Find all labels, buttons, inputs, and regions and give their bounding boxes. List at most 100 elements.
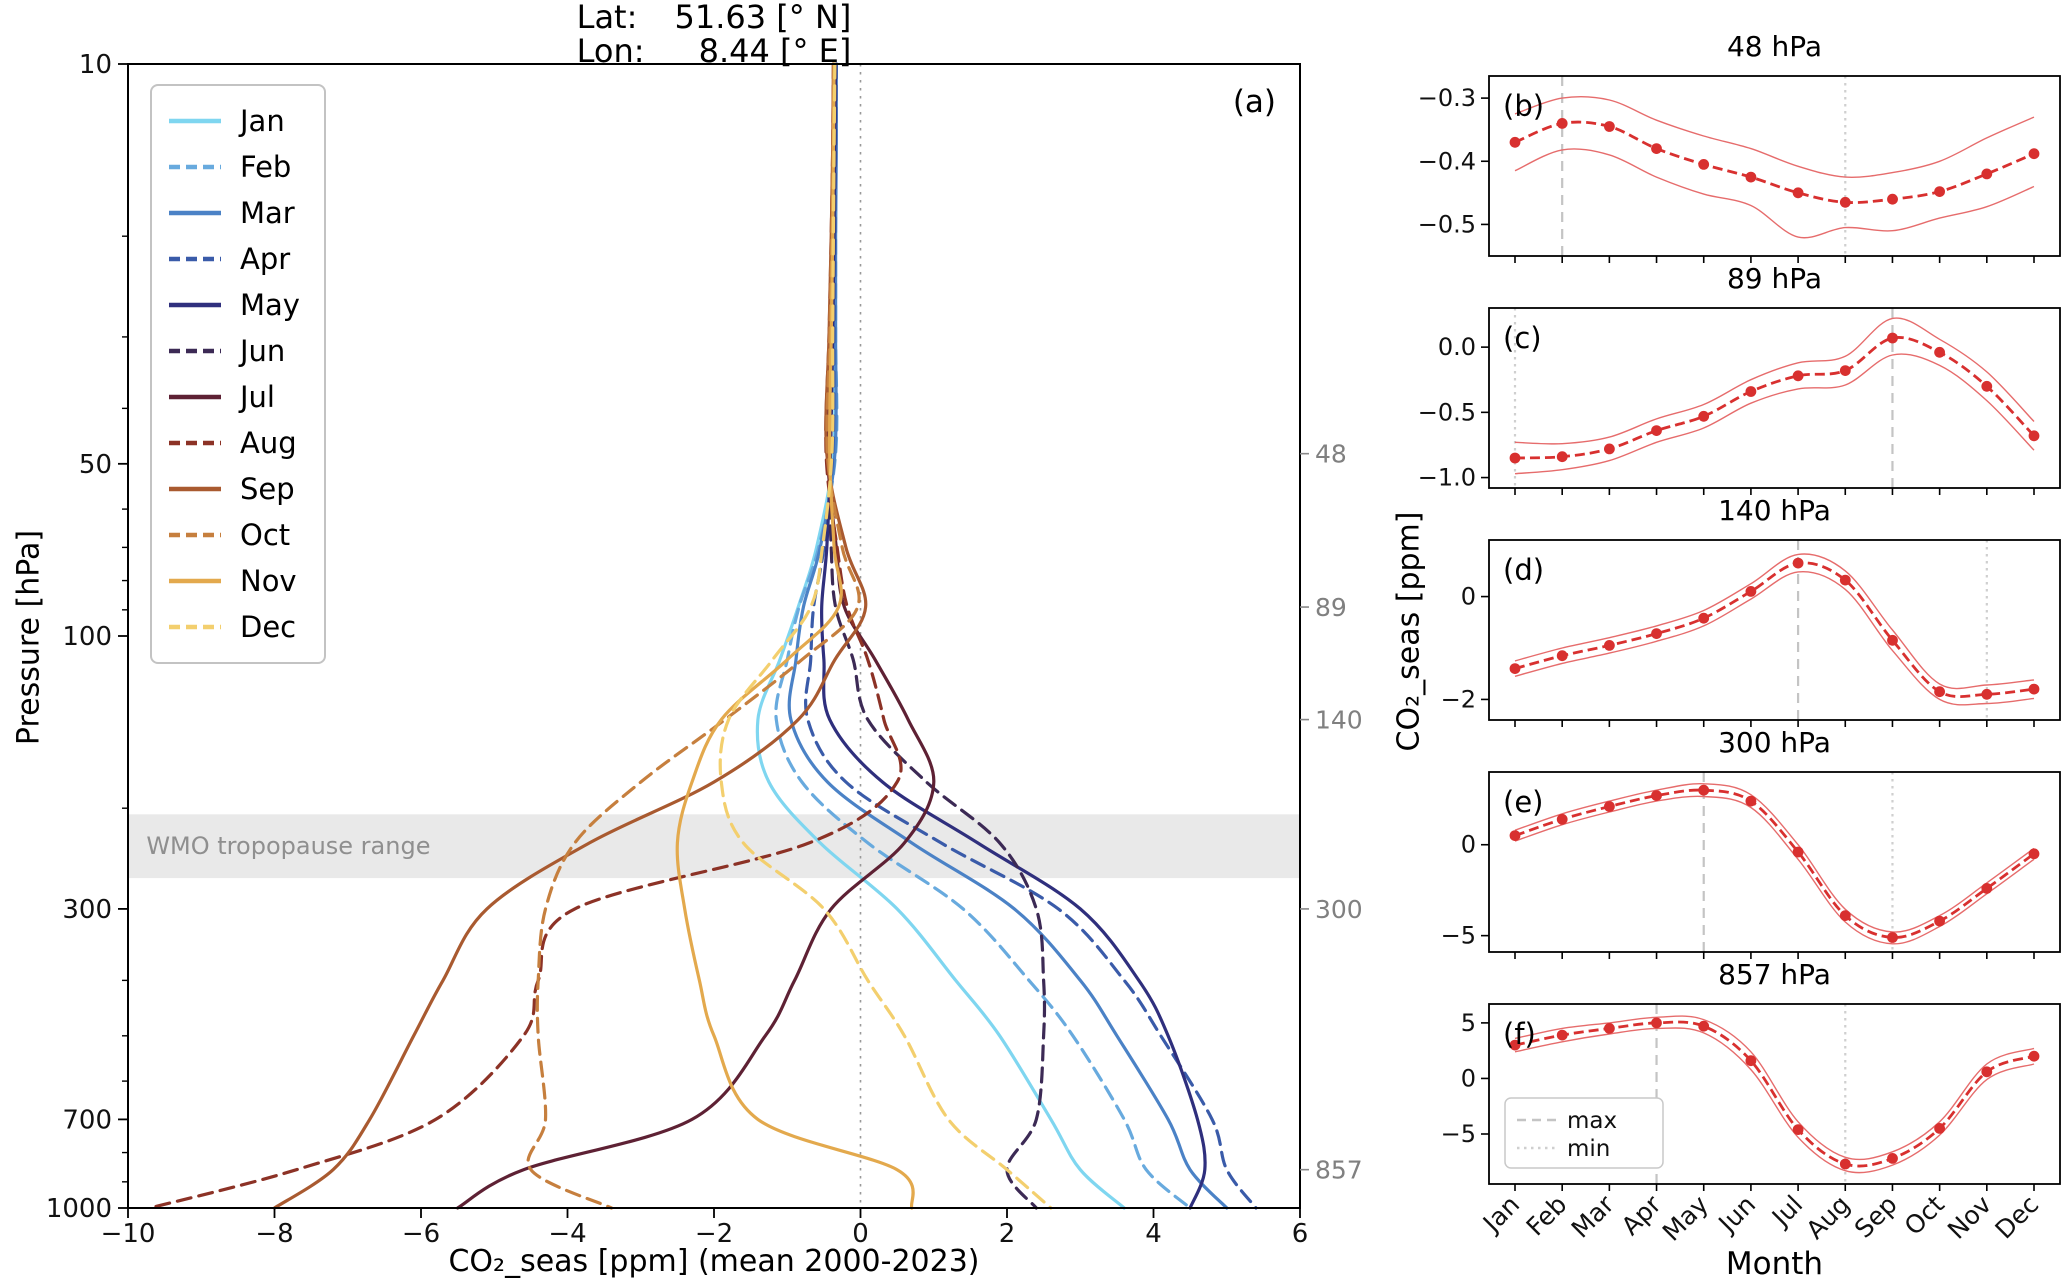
legend-label: Sep [240,472,295,506]
mean-marker [1887,634,1898,646]
panel-y-tick-label: −2 [1441,685,1476,713]
month-tick-label: Feb [1521,1190,1573,1242]
mean-marker [1604,443,1615,455]
right-pressure-label: 48 [1315,440,1347,469]
panel-y-tick-label: −0.3 [1418,84,1476,112]
panel-y-tick-label: −0.5 [1418,210,1476,238]
x-tick-label: −8 [255,1219,293,1249]
envelope-lower-b [1514,148,2035,239]
legend-item-aug: Aug [168,420,300,466]
mean-marker [1839,910,1851,921]
mean-marker [1651,425,1662,436]
month-tick-label: Aug [1800,1190,1855,1245]
envelope-lower-d [1514,570,2035,706]
legend-label: Mar [240,196,295,230]
mean-marker [1792,370,1804,382]
mean-marker [1604,1023,1615,1034]
envelope-lower-f [1514,1027,2035,1174]
panel-label-b: (b) [1503,89,1544,123]
mean-marker [1698,612,1710,624]
legend-item-apr: Apr [168,236,300,282]
profile-jul [456,62,936,1210]
panel-title-48hpa: 48 hPa [1726,30,1823,63]
panel-y-tick-label: −5 [1441,1120,1476,1148]
main-profile-chart: WMO tropopause range 10 50 100 300 700 1000−10… [46,50,1363,1249]
mean-marker [2028,148,2040,160]
right-column-yaxis-label: CO₂_seas [ppm] [1391,511,1427,752]
mean-marker [1604,801,1615,812]
panel-y-tick-label: 0.0 [1438,333,1476,361]
mean-marker [1745,1055,1757,1067]
wmo-band-label: WMO tropopause range [146,832,430,860]
lat-value: 51.63 [° N] [674,0,852,36]
mean-marker [1839,365,1851,376]
profile-oct [526,62,861,1210]
month-tick-label: Mar [1566,1189,1620,1243]
panel-label-f: (f) [1503,1017,1536,1051]
panel-y-tick-label: 5 [1461,1009,1476,1037]
profile-apr [804,62,1258,1210]
month-tick-label: Oct [1899,1190,1950,1241]
profile-may [819,62,1207,1210]
profile-sep [272,62,868,1210]
main-xaxis-label: CO₂_seas [ppm] (mean 2000-2023) [448,1244,980,1279]
month-tick-label: Jun [1712,1190,1762,1240]
mean-marker [1556,451,1568,463]
legend-label: Aug [240,426,297,460]
suptitle: Lat: 51.63 [° N] Lon: 8.44 [° E] [128,0,1300,68]
panel-title-140hpa: 140 hPa [1718,494,1831,527]
mean-marker [2028,1050,2040,1062]
panel-label-e: (e) [1503,785,1543,819]
mean-line-b [1514,120,2035,204]
mean-marker [1698,410,1710,422]
envelope-upper-c [1514,317,2035,445]
x-tick-label: −10 [101,1219,156,1249]
mean-marker [1887,932,1898,943]
mean-marker [1556,118,1568,129]
legend-item-oct: Oct [168,512,300,558]
envelope-lower-c [1514,353,2035,475]
legend-line-sample [169,624,221,630]
x-tick-label: 6 [1292,1219,1309,1249]
legend-line-sample [169,164,221,170]
panel-title-89hpa: 89 hPa [1726,262,1823,295]
mean-marker [1509,663,1521,674]
mean-marker [1556,650,1568,662]
right-pressure-label: 857 [1315,1156,1363,1185]
panel-y-tick-label: −0.5 [1418,398,1476,426]
mean-marker [1934,1123,1945,1134]
panel-y-tick-label: −0.4 [1418,147,1476,175]
panel-frame-e [1488,771,2061,953]
mean-marker [1604,640,1615,651]
mean-marker [1651,143,1662,155]
wmo-band [128,814,1300,879]
month-tick-label: Nov [1942,1190,1997,1245]
panel-y-tick-label: 0 [1461,583,1476,611]
legend-line-sample [169,440,221,446]
envelope-lower-e [1514,795,2035,945]
x-tick-label: −6 [402,1219,440,1249]
legend-label: Dec [240,610,297,644]
mean-marker [1934,915,1945,927]
panel-y-tick-label: 0 [1461,1064,1476,1092]
envelope-upper-d [1514,553,2035,690]
mean-marker [1651,1017,1662,1029]
panel-label-d: (d) [1503,553,1544,587]
right-pressure-label: 89 [1315,593,1347,622]
legend-line-sample [169,348,221,354]
legend-label: Jan [240,104,285,138]
panel-y-tick-label: 0 [1461,831,1476,859]
mean-marker [1604,121,1615,132]
month-tick-label: Apr [1616,1189,1668,1241]
legend-line-sample [169,394,221,400]
mean-marker [1887,1153,1898,1164]
panel-label-c: (c) [1503,321,1542,355]
mean-marker [1745,171,1757,183]
mean-marker [1792,187,1804,199]
right-pressure-label: 300 [1315,895,1363,924]
profile-nov [675,62,915,1210]
legend-label: May [240,288,300,322]
lat-label: Lat: [576,0,638,36]
month-tick-label: Dec [1990,1190,2045,1245]
right-pressure-label: 140 [1315,706,1363,735]
